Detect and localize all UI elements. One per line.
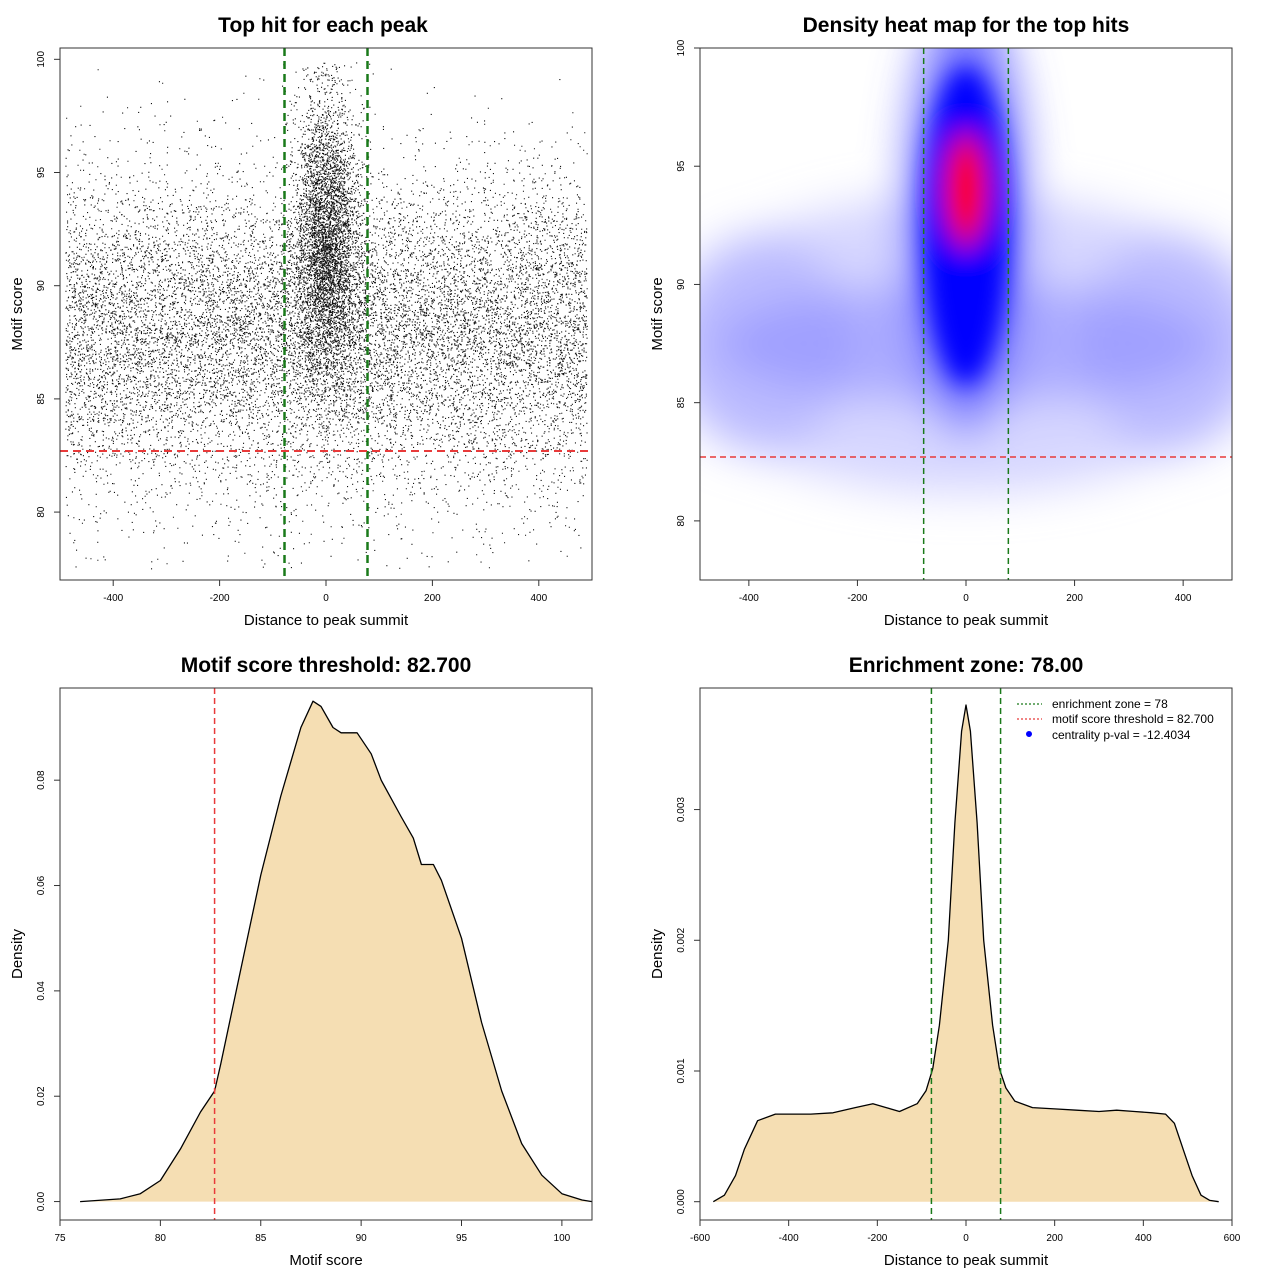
y-tick-label: 0.001 (676, 1058, 687, 1083)
y-tick-label: 0.04 (36, 981, 47, 1001)
x-tick-label: 600 (1224, 1233, 1241, 1244)
density-peak (950, 145, 982, 234)
chart-title: Motif score threshold: 82.700 (181, 654, 472, 677)
x-tick-label: 85 (255, 1233, 267, 1244)
y-axis-label: Density (9, 928, 26, 979)
y-tick-label: 0.003 (676, 797, 687, 822)
y-tick-label: 85 (36, 393, 47, 405)
scatter-points (65, 62, 588, 570)
panel-score-density: Motif score threshold: 82.700 75 80 85 90 95… (9, 654, 593, 1269)
x-tick-label: 0 (323, 593, 329, 604)
density-curve (712, 688, 1219, 1220)
y-tick-label: 90 (36, 280, 47, 292)
x-tick-label: 200 (424, 593, 441, 604)
panel-distance-density: Enrichment zone: 78.00 -600 -400 -200 0 200 4… (649, 654, 1241, 1269)
x-tick-label: -400 (739, 593, 759, 604)
x-tick-label: 400 (1175, 593, 1192, 604)
legend-entry: centrality p-val = -12.4034 (1052, 728, 1191, 742)
reference-lines (60, 48, 592, 580)
axes: -600 -400 -200 0 200 400 600 0.000 0.001 0.002 0.0… (676, 797, 1241, 1244)
y-axis-label: Motif score (649, 277, 666, 350)
density-line (80, 700, 592, 1203)
x-tick-label: 100 (554, 1233, 571, 1244)
panel-heatmap: Density heat map for the top hits -400 -2… (649, 14, 1233, 629)
density-line (712, 704, 1219, 1203)
y-tick-label: 80 (36, 506, 47, 518)
heatmap-area (700, 48, 1232, 580)
axes: 75 80 85 90 95 100 0.00 0.02 0.04 0.06 0.08 (36, 770, 571, 1244)
y-tick-label: 0.000 (676, 1189, 687, 1214)
x-tick-label: -400 (103, 593, 123, 604)
y-tick-label: 90 (676, 278, 687, 290)
x-tick-label: -200 (210, 593, 230, 604)
density-curve (80, 688, 592, 1220)
y-tick-label: 0.02 (36, 1086, 47, 1106)
x-axis-label: Distance to peak summit (244, 612, 409, 629)
y-tick-label: 0.002 (676, 927, 687, 952)
axes: -400 -200 0 200 400 80 85 90 95 100 (36, 51, 548, 604)
x-tick-label: 200 (1066, 593, 1083, 604)
y-tick-label: 0.08 (36, 770, 47, 790)
x-tick-label: -200 (867, 1233, 887, 1244)
x-tick-label: 75 (54, 1233, 66, 1244)
plot-frame (59, 687, 593, 1221)
x-tick-label: 0 (963, 593, 969, 604)
x-tick-label: 400 (530, 593, 547, 604)
chart-title: Density heat map for the top hits (803, 14, 1130, 37)
legend: enrichment zone = 78 motif score thresho… (1017, 697, 1214, 742)
legend-entry: motif score threshold = 82.700 (1052, 712, 1214, 726)
y-tick-label: 100 (36, 51, 47, 68)
chart-title: Enrichment zone: 78.00 (849, 654, 1084, 677)
x-axis-label: Motif score (289, 1252, 362, 1269)
heatmap-core (922, 65, 1010, 386)
y-tick-label: 0.00 (36, 1191, 47, 1211)
y-axis-label: Motif score (9, 277, 26, 350)
density-fill (713, 705, 1219, 1202)
y-tick-label: 80 (676, 515, 687, 527)
legend-entry: enrichment zone = 78 (1052, 697, 1168, 711)
legend-swatch (1026, 731, 1032, 737)
x-tick-label: 200 (1046, 1233, 1063, 1244)
x-tick-label: 80 (155, 1233, 167, 1244)
chart-title: Top hit for each peak (218, 14, 428, 37)
y-tick-label: 0.06 (36, 875, 47, 895)
y-tick-label: 95 (36, 167, 47, 179)
y-tick-label: 95 (676, 160, 687, 172)
x-axis-label: Distance to peak summit (884, 1252, 1049, 1269)
x-tick-label: -400 (779, 1233, 799, 1244)
x-tick-label: -200 (847, 593, 867, 604)
x-tick-label: -600 (690, 1233, 710, 1244)
x-tick-label: 95 (456, 1233, 468, 1244)
x-tick-label: 90 (356, 1233, 368, 1244)
y-tick-label: 85 (676, 397, 687, 409)
reference-lines (700, 48, 1232, 580)
y-tick-label: 100 (676, 39, 687, 56)
density-fill (80, 701, 592, 1202)
y-axis-label: Density (649, 928, 666, 979)
x-axis-label: Distance to peak summit (884, 612, 1049, 629)
x-tick-label: 400 (1135, 1233, 1152, 1244)
x-tick-label: 0 (963, 1233, 969, 1244)
axes: -400 -200 0 200 400 80 85 90 95 100 (676, 39, 1192, 604)
panel-scatter: Top hit for each peak -400 -200 0 200 400 80 8… (9, 14, 593, 629)
scatter-point-set (65, 62, 588, 570)
